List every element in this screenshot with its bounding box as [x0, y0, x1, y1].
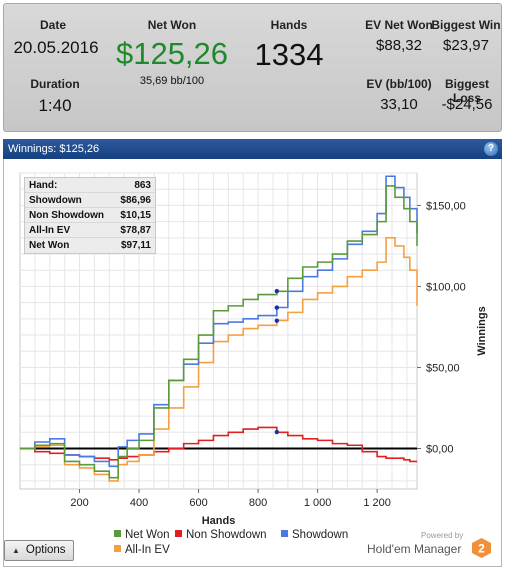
- info-row-value: $10,15: [120, 210, 151, 221]
- x-tick-label: 200: [70, 497, 88, 509]
- net-won-label: Net Won: [147, 18, 197, 32]
- series-line-net-won: [20, 185, 418, 479]
- legend-showdown[interactable]: Showdown: [281, 529, 348, 541]
- duration-value: 1:40: [38, 96, 72, 115]
- info-row-label: Hand:: [29, 180, 58, 191]
- series-line-showdown: [20, 175, 418, 468]
- x-tick-label: 800: [249, 497, 267, 509]
- y-tick-label: $50,00: [426, 362, 460, 374]
- brand-name: Hold'em Manager: [367, 542, 462, 556]
- biggest-loss-label: Biggest Loss: [444, 77, 489, 105]
- winnings-title: Winnings: $125,26: [8, 143, 100, 155]
- hover-marker-non-showdown: [274, 429, 280, 435]
- legend-non-showdown[interactable]: Non Showdown: [175, 529, 267, 541]
- biggest-win-value: $23,97: [443, 37, 489, 54]
- legend-net-won-label: Net Won: [125, 529, 170, 541]
- series-line-allin-ev: [20, 237, 418, 482]
- date-value: 20.05.2016: [13, 38, 99, 57]
- info-row-label: Non Showdown: [29, 210, 104, 221]
- info-row-value: $78,87: [120, 225, 151, 236]
- info-row: Non Showdown $10,15: [25, 208, 155, 223]
- winnings-title-bar: Winnings: $125,26 ?: [3, 139, 502, 159]
- info-row: Showdown $86,96: [25, 193, 155, 208]
- hands-value: 1334: [254, 37, 324, 72]
- biggest-win-label: Biggest Win: [431, 18, 501, 32]
- allin-ev-swatch: [114, 545, 121, 552]
- legend-showdown-label: Showdown: [292, 529, 349, 541]
- y-tick-label: $0,00: [426, 443, 454, 455]
- info-row-value: $86,96: [120, 195, 151, 206]
- info-row: Net Won $97,11: [25, 238, 155, 253]
- x-tick-label: 400: [130, 497, 148, 509]
- info-row-label: Net Won: [29, 240, 70, 251]
- info-row-value: 863: [134, 180, 151, 191]
- hand-info-box: Hand: 863 Showdown $86,96 Non Showdown $10,15…: [24, 177, 156, 254]
- y-tick-label: $150,00: [426, 200, 466, 212]
- legend-allin-ev-label: All-In EV: [125, 544, 170, 556]
- net-won-value: $125,26: [115, 36, 229, 71]
- hm2-logo-icon: 2: [472, 538, 491, 558]
- info-row: Hand: 863: [25, 178, 155, 193]
- y-tick-label: $100,00: [426, 281, 466, 293]
- x-axis-title: Hands: [202, 515, 236, 524]
- info-row-value: $97,11: [120, 240, 151, 251]
- net-won-bb100: 35,69 bb/100: [139, 75, 205, 87]
- triangle-up-icon: ▲: [12, 546, 20, 555]
- y-axis-title: Winnings: [476, 306, 488, 355]
- options-label: Options: [25, 544, 66, 556]
- non-showdown-swatch: [175, 530, 182, 537]
- legend-net-won[interactable]: Net Won: [114, 529, 170, 541]
- help-icon[interactable]: ?: [484, 142, 498, 156]
- ev-net-won-label: EV Net Won: [365, 18, 433, 32]
- date-label: Date: [39, 18, 66, 32]
- winnings-chart[interactable]: 200 400 600 800 1 000 1 200 $0,00 $50,00 $100,00…: [4, 159, 501, 524]
- info-row-label: Showdown: [29, 195, 82, 206]
- biggest-loss-value: -$24,56: [441, 96, 493, 113]
- ev-net-won-value: $88,32: [376, 37, 422, 54]
- legend-non-showdown-label: Non Showdown: [186, 529, 267, 541]
- hover-marker-showdown: [274, 305, 280, 310]
- net-won-swatch: [114, 530, 121, 537]
- winnings-chart-panel: 200 400 600 800 1 000 1 200 $0,00 $50,00 $100,00…: [3, 159, 502, 567]
- holdem-manager-logo: Powered by Hold'em Manager 2: [367, 531, 494, 561]
- info-row-label: All-In EV: [29, 225, 71, 236]
- ev-bb100-label: EV (bb/100): [366, 77, 432, 91]
- hover-marker-allin-ev: [274, 318, 280, 323]
- duration-label: Duration: [30, 77, 80, 91]
- powered-by-text: Powered by: [421, 531, 464, 540]
- showdown-swatch: [281, 530, 288, 537]
- info-row: All-In EV $78,87: [25, 223, 155, 238]
- hands-label: Hands: [270, 18, 308, 32]
- x-tick-label: 1 000: [304, 497, 332, 509]
- hover-marker-net-won: [274, 288, 280, 294]
- x-tick-label: 1 200: [363, 497, 391, 509]
- x-tick-label: 600: [189, 497, 207, 509]
- chart-legend: Net Won Non Showdown Showdown All-In EV: [114, 529, 374, 561]
- legend-allin-ev[interactable]: All-In EV: [114, 544, 170, 556]
- options-button[interactable]: ▲ Options: [4, 540, 74, 561]
- session-summary-panel: Date 20.05.2016 Net Won $125,26 35,69 bb…: [3, 3, 502, 132]
- ev-bb100-value: 33,10: [380, 96, 418, 113]
- hm2-logo-version: 2: [478, 542, 485, 556]
